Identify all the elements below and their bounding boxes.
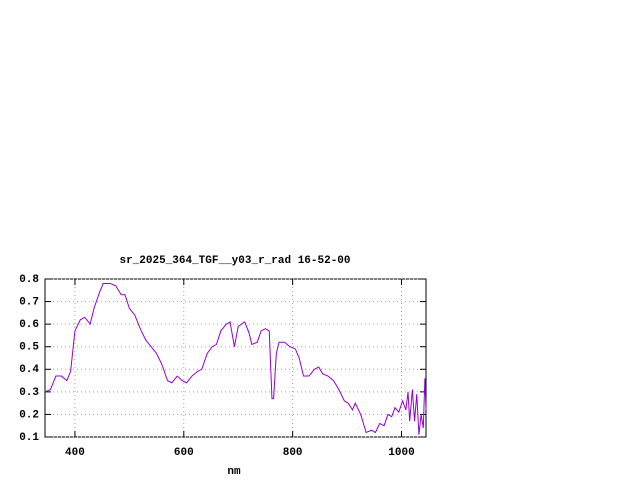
data-line xyxy=(44,283,427,435)
y-tick-label: 0.5 xyxy=(19,342,39,354)
y-tick-label: 0.6 xyxy=(19,319,39,331)
chart-title: sr_2025_364_TGF__y03_r_rad 16-52-00 xyxy=(119,255,350,267)
y-tick-label: 0.2 xyxy=(19,409,39,421)
y-tick-label: 0.4 xyxy=(19,364,39,376)
x-tick-label: 800 xyxy=(283,447,303,459)
y-tick-label: 0.8 xyxy=(19,274,39,286)
x-tick-label: 1000 xyxy=(388,447,414,459)
y-tick-label: 0.1 xyxy=(19,432,39,444)
x-tick-label: 600 xyxy=(174,447,194,459)
x-axis-label: nm xyxy=(227,466,241,478)
x-tick-label: 400 xyxy=(65,447,85,459)
y-tick-label: 0.3 xyxy=(19,387,39,399)
plot-frame xyxy=(44,278,427,438)
y-tick-label: 0.7 xyxy=(19,296,39,308)
